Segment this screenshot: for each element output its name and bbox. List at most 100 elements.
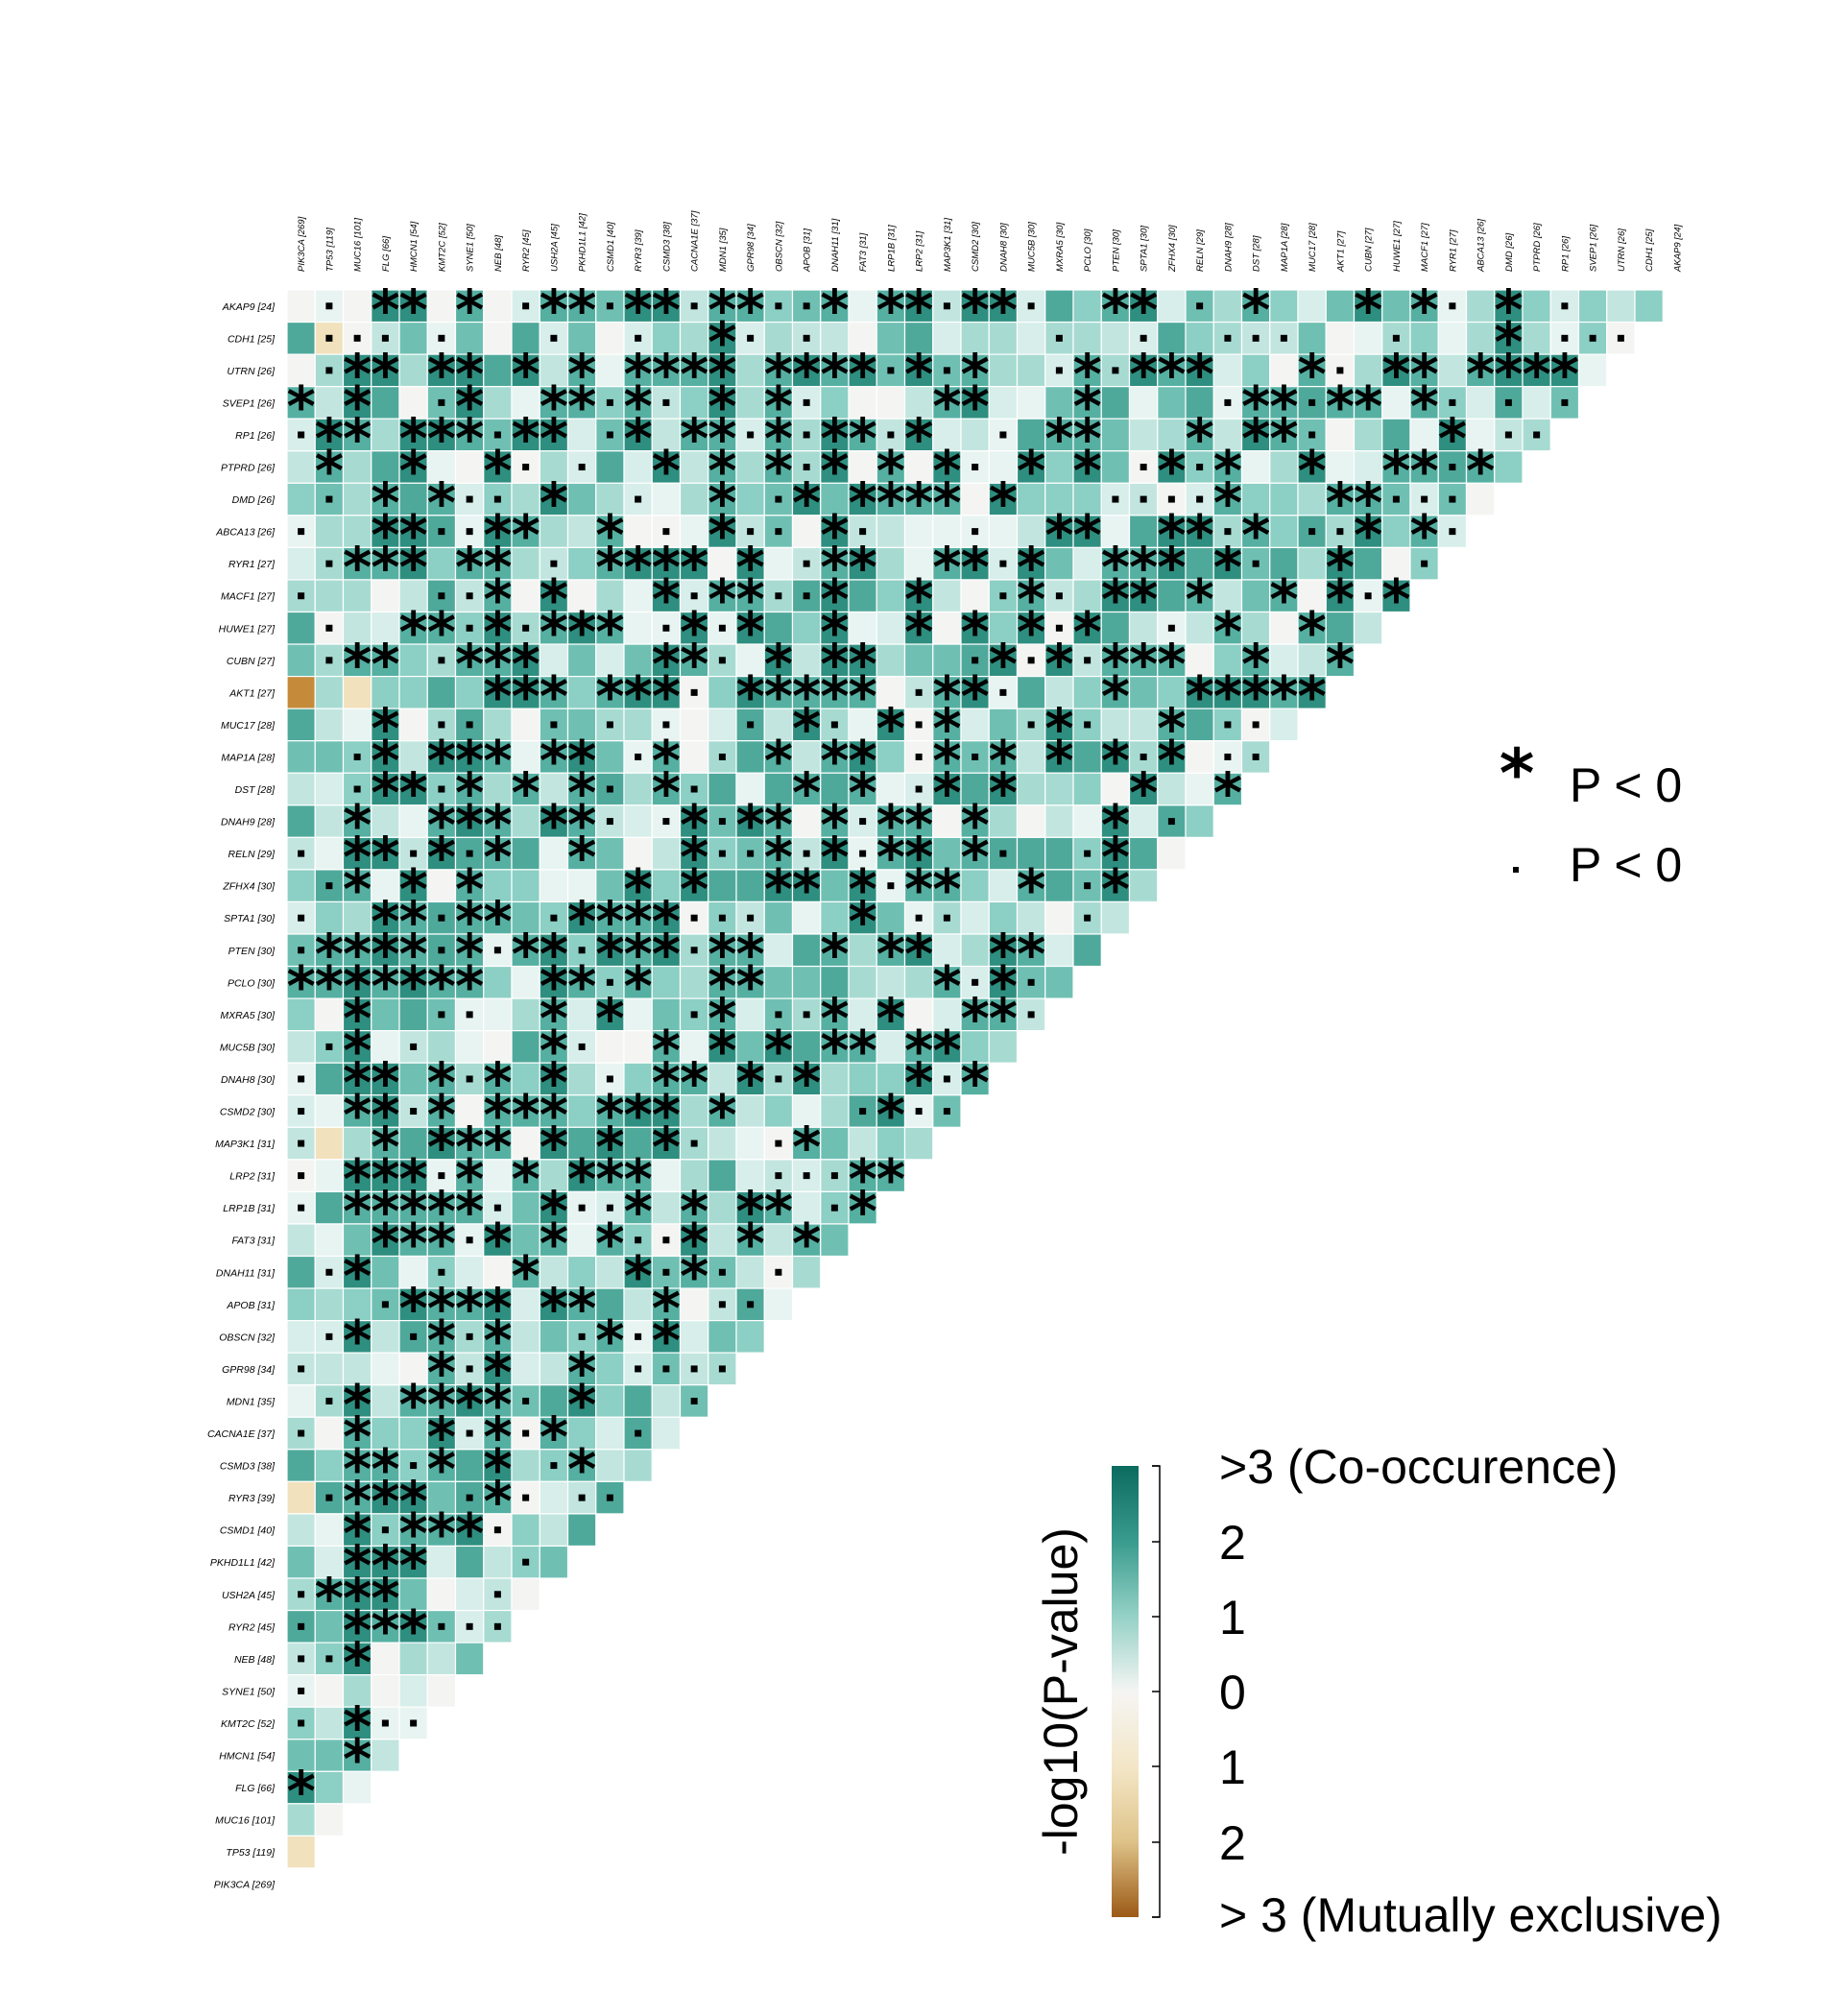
- heatmap-cell: [511, 836, 540, 871]
- significance-dot: [1112, 367, 1119, 374]
- heatmap-cell: [679, 708, 709, 742]
- heatmap-cell: [988, 643, 1019, 678]
- significance-dot: [438, 398, 445, 406]
- heatmap-cell: [398, 289, 428, 324]
- heatmap-cell: [1634, 289, 1664, 324]
- heatmap-cell: [1072, 804, 1102, 838]
- heatmap-cell: [1072, 933, 1102, 968]
- heatmap-cell: [426, 546, 457, 581]
- heatmap-cell: [511, 1190, 540, 1225]
- row-label: OBSCN [32]: [219, 1332, 276, 1343]
- heatmap-cell: [1577, 289, 1608, 324]
- significance-dot: [578, 947, 586, 954]
- row-label: HMCN1 [54]: [219, 1751, 276, 1763]
- heatmap-cell: [1353, 418, 1383, 452]
- heatmap-cell: [1240, 515, 1271, 548]
- heatmap-cell: [1185, 386, 1214, 420]
- heatmap-cell: [903, 386, 934, 420]
- row-label: SYNE1 [50]: [222, 1686, 276, 1697]
- heatmap-cell: [454, 546, 485, 581]
- heatmap-cell: [286, 321, 316, 355]
- column-label: CSMD3 [38]: [661, 222, 672, 272]
- heatmap-cell: [791, 418, 822, 452]
- heatmap-cell: [1016, 353, 1046, 388]
- heatmap-cell: [1128, 708, 1159, 742]
- heatmap-cell: [1240, 450, 1271, 484]
- significance-dot: [606, 431, 613, 439]
- heatmap-cell: [314, 1223, 345, 1258]
- heatmap-cell: [1325, 482, 1356, 516]
- heatmap-cell: [1100, 386, 1131, 420]
- heatmap-cell: [566, 643, 597, 678]
- heatmap-cell: [398, 1416, 428, 1451]
- heatmap-cell: [566, 708, 597, 742]
- significance-dot: [635, 334, 642, 342]
- heatmap-cell: [932, 450, 962, 484]
- heatmap-cell: [595, 1416, 625, 1451]
- heatmap-cell: [623, 1449, 653, 1482]
- significance-dot: [410, 850, 418, 857]
- heatmap-cell: [708, 708, 737, 742]
- heatmap-cell: [1016, 450, 1046, 484]
- significance-dot: [690, 947, 698, 954]
- heatmap-cell: [791, 708, 822, 742]
- heatmap-cell: [566, 611, 597, 645]
- heatmap-cell: [651, 1384, 682, 1418]
- heatmap-cell: [988, 611, 1019, 645]
- heatmap-cell: [314, 1609, 345, 1644]
- heatmap-cell: [483, 997, 513, 1032]
- significance-dot: [325, 495, 333, 503]
- heatmap-cell: [454, 675, 485, 709]
- heatmap-cell: [651, 1190, 682, 1225]
- heatmap-cell: [1437, 353, 1468, 388]
- significance-dot: [438, 914, 445, 922]
- heatmap-cell: [539, 675, 569, 709]
- heatmap-cell: [932, 386, 962, 420]
- column-label: APOB [31]: [803, 228, 813, 273]
- significance-dot: [325, 560, 333, 567]
- heatmap-cell: [1353, 321, 1383, 355]
- heatmap-cell: [848, 933, 877, 968]
- significance-dot: [410, 1719, 418, 1727]
- heatmap-cell: [1409, 386, 1439, 420]
- significance-dot: [1336, 367, 1344, 374]
- row-label: MAP3K1 [31]: [215, 1139, 276, 1150]
- row-label: NEB [48]: [234, 1654, 276, 1666]
- heatmap-cell: [483, 546, 513, 581]
- heatmap-cell: [903, 321, 934, 355]
- heatmap-cell: [1016, 869, 1046, 903]
- significance-dot: [298, 1719, 305, 1727]
- row-label: RYR2 [45]: [228, 1621, 276, 1633]
- heatmap-cell: [539, 353, 569, 388]
- significance-dot: [718, 657, 726, 664]
- heatmap-cell: [903, 1126, 934, 1161]
- column-label: KMT2C [52]: [437, 223, 447, 272]
- significance-dot: [718, 753, 726, 760]
- significance-dot: [1084, 657, 1092, 664]
- heatmap-cell: [314, 1739, 345, 1772]
- significance-dot: [438, 1622, 445, 1630]
- significance-dot: [325, 1397, 333, 1404]
- significance-dot: [438, 592, 445, 600]
- heatmap-cell: [903, 579, 934, 613]
- heatmap-cell: [960, 772, 990, 806]
- heatmap-cell: [1016, 804, 1046, 838]
- heatmap-cell: [708, 1126, 737, 1161]
- heatmap-cell: [763, 1287, 794, 1322]
- legend-dot-label: P < 0: [1570, 838, 1682, 892]
- heatmap-cell: [1297, 546, 1327, 581]
- significance-dot: [830, 721, 838, 729]
- heatmap-cell: [1044, 386, 1074, 420]
- heatmap-cell: [314, 772, 345, 806]
- heatmap-cell: [1269, 515, 1299, 548]
- significance-dot: [606, 721, 613, 729]
- significance-dot: [1280, 334, 1287, 342]
- significance-dot: [690, 1011, 698, 1019]
- significance-dot: [1140, 464, 1147, 471]
- heatmap-cell: [988, 740, 1019, 774]
- heatmap-cell: [679, 740, 709, 774]
- heatmap-cell: [398, 450, 428, 484]
- heatmap-cell: [1157, 579, 1187, 613]
- heatmap-cell: [595, 450, 625, 484]
- heatmap-cell: [595, 643, 625, 678]
